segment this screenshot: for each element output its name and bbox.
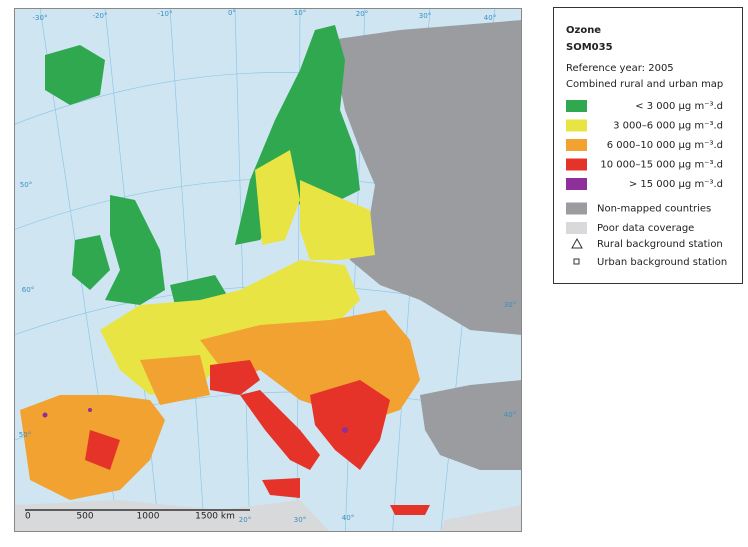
reference-year: Reference year: 2005 [566,63,674,74]
station-label: Urban background station [597,257,727,268]
graticule-label: 30° [294,516,306,524]
extreme-ozone-area [42,408,348,433]
legend-label: Non-mapped countries [597,204,711,215]
poor-coverage-area [14,500,522,532]
graticule-label: 10° [294,9,306,17]
legend-label: > 15 000 µg m⁻³.d [629,179,723,190]
legend-swatch [566,158,587,171]
legend-label: 6 000–10 000 µg m⁻³.d [607,140,723,151]
graticule-label: -20° [93,12,108,20]
urban-station-symbol [573,258,580,265]
graticule-label: 20° [239,516,251,524]
legend-label: 3 000–6 000 µg m⁻³.d [613,121,723,132]
legend-code: SOM035 [566,42,613,53]
legend-label: 10 000–15 000 µg m⁻³.d [600,160,723,171]
non-mapped-area [330,20,522,470]
legend-label: < 3 000 µg m⁻³.d [635,101,723,112]
rural-station-symbol [571,237,583,249]
graticule-label: 50° [19,431,31,439]
legend-swatch [566,222,587,234]
scale-label: 1000 [137,512,160,522]
graticule-label: 40° [342,514,354,522]
graticule-label: 50° [20,181,32,189]
map [14,8,522,532]
graticule-label: 20° [356,10,368,18]
scale-labels: 0 500 1000 1500 km [25,512,235,522]
graticule-label: 40° [484,14,496,22]
legend: Ozone SOM035 Reference year: 2005 Combin… [553,7,743,284]
graticule-label: 0° [228,9,236,17]
scale-label: 0 [25,512,31,522]
graticule-label: 40° [504,411,516,419]
legend-label: Poor data coverage [597,223,694,234]
legend-swatch [566,139,587,151]
legend-swatch [566,178,587,190]
legend-title: Ozone [566,25,601,36]
legend-description: Combined rural and urban map [566,79,723,90]
graticule-label: -10° [158,10,173,18]
graticule-label: -30° [33,14,48,22]
graticule-label: 30° [504,301,516,309]
graticule-label: 60° [22,286,34,294]
graticule-labels: -30° -20° -10° 0° 10° 20° 30° 40° 50° 60° 50° 40° 30… [19,9,516,524]
graticule-label: 30° [419,12,431,20]
map-frame [14,8,522,532]
scale-label: 1500 km [195,512,235,522]
legend-swatch [566,202,587,215]
very-high-ozone-area [85,360,430,515]
legend-swatch [566,100,587,112]
station-label: Rural background station [597,239,723,250]
legend-swatch [566,119,587,132]
scale-label: 500 [76,512,93,522]
